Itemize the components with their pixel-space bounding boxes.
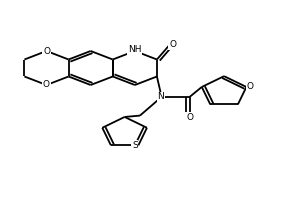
Text: O: O — [186, 113, 193, 122]
Text: NH: NH — [128, 46, 142, 54]
Text: O: O — [247, 82, 254, 91]
Text: O: O — [43, 80, 50, 89]
Text: O: O — [169, 40, 176, 49]
Text: N: N — [157, 92, 164, 101]
Text: S: S — [132, 141, 138, 150]
Text: O: O — [43, 46, 50, 55]
